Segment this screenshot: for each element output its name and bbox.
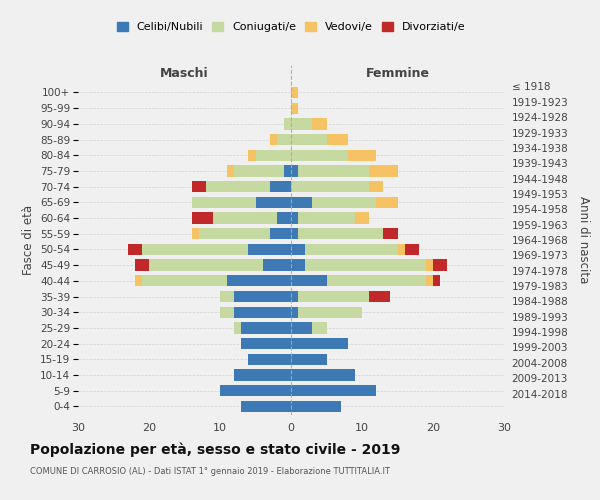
Bar <box>291 228 298 239</box>
Text: COMUNE DI CARROSIO (AL) - Dati ISTAT 1° gennaio 2019 - Elaborazione TUTTITALIA.I: COMUNE DI CARROSIO (AL) - Dati ISTAT 1° … <box>30 468 390 476</box>
Text: Popolazione per età, sesso e stato civile - 2019: Popolazione per età, sesso e stato civil… <box>30 442 400 457</box>
Bar <box>298 291 369 302</box>
Bar <box>135 275 142 286</box>
Bar <box>298 212 355 224</box>
Text: Maschi: Maschi <box>160 67 209 80</box>
Bar <box>369 291 391 302</box>
Bar <box>256 196 291 208</box>
Bar <box>383 228 398 239</box>
Bar <box>270 228 291 239</box>
Bar <box>313 196 376 208</box>
Bar <box>227 275 291 286</box>
Bar <box>277 212 291 224</box>
Bar <box>241 400 291 412</box>
Bar <box>142 244 248 255</box>
Bar <box>206 181 270 192</box>
Bar <box>326 134 348 145</box>
Bar <box>348 150 376 161</box>
Bar <box>277 134 291 145</box>
Bar <box>313 118 326 130</box>
Bar <box>270 134 277 145</box>
Bar <box>291 212 298 224</box>
Bar <box>256 150 291 161</box>
Bar <box>291 196 313 208</box>
Bar <box>376 196 398 208</box>
Bar <box>234 306 291 318</box>
Bar <box>291 87 298 98</box>
Bar <box>291 102 298 114</box>
Bar <box>291 291 298 302</box>
Bar <box>291 260 305 271</box>
Bar <box>313 322 326 334</box>
Bar <box>291 322 313 334</box>
Bar <box>291 400 341 412</box>
Bar <box>241 322 291 334</box>
Text: Femmine: Femmine <box>365 67 430 80</box>
Y-axis label: Anni di nascita: Anni di nascita <box>577 196 590 284</box>
Bar <box>227 166 234 176</box>
Bar <box>135 260 149 271</box>
Bar <box>270 181 291 192</box>
Bar <box>213 212 277 224</box>
Bar <box>291 150 348 161</box>
Bar <box>298 166 369 176</box>
Bar <box>191 212 213 224</box>
Bar <box>291 181 369 192</box>
Bar <box>291 338 348 349</box>
Bar <box>220 291 234 302</box>
Bar <box>234 291 291 302</box>
Bar <box>284 118 291 130</box>
Bar <box>191 196 256 208</box>
Bar <box>291 306 298 318</box>
Bar <box>426 275 433 286</box>
Bar <box>326 275 426 286</box>
Bar <box>220 306 234 318</box>
Bar <box>128 244 142 255</box>
Bar <box>248 354 291 365</box>
Bar <box>369 166 398 176</box>
Bar <box>248 244 291 255</box>
Bar <box>142 275 227 286</box>
Bar <box>355 212 369 224</box>
Bar <box>191 228 199 239</box>
Bar <box>291 118 313 130</box>
Bar <box>426 260 433 271</box>
Bar <box>291 166 298 176</box>
Bar <box>433 260 447 271</box>
Bar <box>291 134 326 145</box>
Bar <box>291 354 326 365</box>
Bar <box>404 244 419 255</box>
Bar <box>305 244 398 255</box>
Bar <box>248 150 256 161</box>
Y-axis label: Fasce di età: Fasce di età <box>22 205 35 275</box>
Bar <box>291 275 326 286</box>
Bar <box>291 370 355 380</box>
Bar <box>398 244 404 255</box>
Bar <box>241 338 291 349</box>
Bar <box>234 166 284 176</box>
Bar <box>298 306 362 318</box>
Bar <box>298 228 383 239</box>
Bar <box>191 181 206 192</box>
Bar <box>291 244 305 255</box>
Bar <box>263 260 291 271</box>
Bar <box>220 385 291 396</box>
Bar <box>433 275 440 286</box>
Bar <box>199 228 270 239</box>
Bar <box>149 260 263 271</box>
Bar <box>369 181 383 192</box>
Legend: Celibi/Nubili, Coniugati/e, Vedovi/e, Divorziati/e: Celibi/Nubili, Coniugati/e, Vedovi/e, Di… <box>116 22 466 32</box>
Bar <box>305 260 426 271</box>
Bar <box>284 166 291 176</box>
Bar <box>291 385 376 396</box>
Bar <box>234 370 291 380</box>
Bar <box>234 322 241 334</box>
